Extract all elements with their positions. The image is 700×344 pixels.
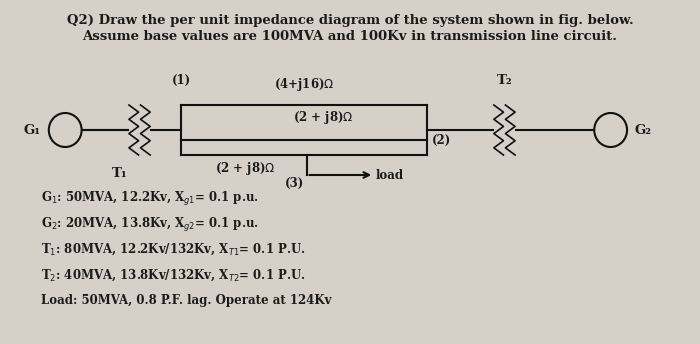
Text: G₁: G₁ <box>24 123 41 137</box>
Text: T$_1$: 80MVA, 12.2Kv/132Kv, X$_{T1}$= 0.1 P.U.: T$_1$: 80MVA, 12.2Kv/132Kv, X$_{T1}$= 0.… <box>41 242 306 257</box>
Text: load: load <box>376 169 404 182</box>
Text: T₁: T₁ <box>113 167 128 180</box>
Text: G$_1$: 50MVA, 12.2Kv, X$_{g1}$= 0.1 p.u.: G$_1$: 50MVA, 12.2Kv, X$_{g1}$= 0.1 p.u. <box>41 190 259 208</box>
Text: G₂: G₂ <box>635 123 652 137</box>
Text: (2 + j8)$\Omega$: (2 + j8)$\Omega$ <box>293 109 354 126</box>
Text: (2 + j8)$\Omega$: (2 + j8)$\Omega$ <box>215 160 275 177</box>
Text: Q2) Draw the per unit impedance diagram of the system shown in fig. below.: Q2) Draw the per unit impedance diagram … <box>66 14 634 27</box>
Text: (2): (2) <box>432 133 452 147</box>
Text: Load: 50MVA, 0.8 P.F. lag. Operate at 124Kv: Load: 50MVA, 0.8 P.F. lag. Operate at 12… <box>41 294 332 307</box>
Text: (3): (3) <box>284 177 304 190</box>
Text: G$_2$: 20MVA, 13.8Kv, X$_{g2}$= 0.1 p.u.: G$_2$: 20MVA, 13.8Kv, X$_{g2}$= 0.1 p.u. <box>41 216 259 234</box>
Text: (1): (1) <box>172 74 190 87</box>
Text: T$_2$: 40MVA, 13.8Kv/132Kv, X$_{T2}$= 0.1 P.U.: T$_2$: 40MVA, 13.8Kv/132Kv, X$_{T2}$= 0.… <box>41 268 306 283</box>
Text: Assume base values are 100MVA and 100Kv in transmission line circuit.: Assume base values are 100MVA and 100Kv … <box>83 30 617 43</box>
Text: (4+j16)$\Omega$: (4+j16)$\Omega$ <box>274 76 335 93</box>
Text: T₂: T₂ <box>496 74 512 87</box>
